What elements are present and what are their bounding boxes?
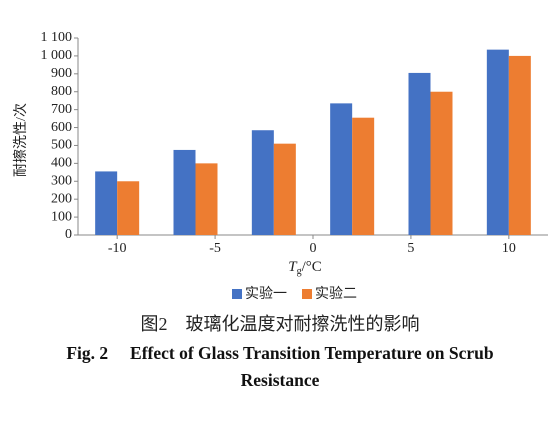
bar [330, 103, 353, 235]
y-tick-label: 500 [51, 138, 72, 153]
bar [117, 181, 140, 235]
y-tick-label: 600 [51, 120, 72, 135]
x-tick-label: 5 [407, 241, 414, 256]
bar [352, 117, 375, 235]
x-tick-label: 10 [502, 241, 516, 256]
caption-cn: 图2 玻璃化温度对耐擦洗性的影响 [141, 314, 420, 334]
legend-swatch [232, 289, 242, 299]
bar [486, 49, 509, 236]
bar [508, 55, 531, 236]
x-label-subscript: g [297, 266, 302, 277]
y-axis-label: 耐擦洗性/次 [12, 103, 29, 177]
x-label-unit: /°C [302, 259, 322, 275]
bar [273, 143, 296, 235]
x-axis-label: Tg/°C [288, 259, 322, 277]
legend-label: 实验一 [245, 286, 287, 302]
bar [173, 149, 196, 235]
bar [195, 163, 218, 235]
x-label-symbol: T [288, 259, 298, 275]
legend-swatch [302, 289, 312, 299]
bar [408, 72, 431, 235]
y-tick-label: 200 [51, 191, 72, 206]
y-tick-label: 300 [51, 173, 72, 188]
y-tick-label: 900 [51, 66, 72, 81]
y-tick-label: 0 [65, 227, 72, 242]
y-tick-label: 1 100 [41, 30, 73, 45]
bar [251, 130, 274, 235]
y-tick-label: 400 [51, 156, 72, 171]
bar [430, 91, 453, 236]
y-tick-label: 1 000 [41, 48, 73, 63]
x-tick-label: -10 [108, 241, 127, 256]
caption-en: Fig. 2 Effect of Glass Transition Temper… [66, 343, 494, 390]
y-tick-label: 700 [51, 102, 72, 117]
legend-label: 实验二 [315, 286, 357, 302]
y-tick-label: 100 [51, 209, 72, 224]
x-tick-label: 0 [310, 241, 317, 256]
x-tick-label: -5 [209, 241, 221, 256]
bar [95, 171, 118, 235]
y-tick-label: 800 [51, 84, 72, 99]
